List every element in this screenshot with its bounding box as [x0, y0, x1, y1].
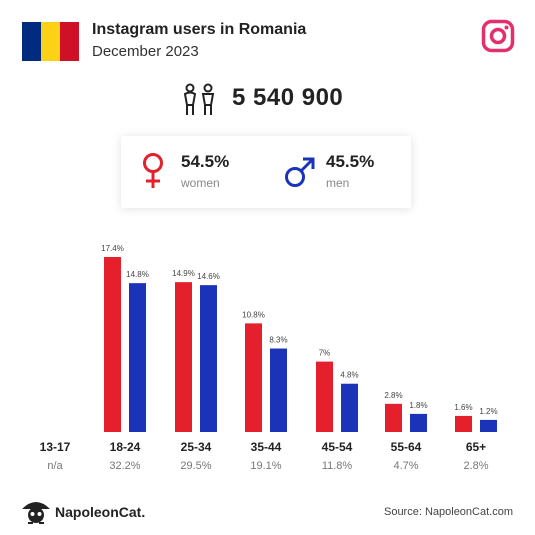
bar-women	[316, 361, 333, 432]
bar-value-label: 8.3%	[269, 336, 287, 345]
bar-value-label: 14.9%	[172, 269, 195, 278]
bar-men	[270, 348, 287, 432]
men-percentage: 45.5%	[326, 152, 375, 171]
page-subtitle: December 2023	[92, 43, 199, 60]
flag-stripe-red	[60, 22, 79, 61]
source-text: Source: NapoleonCat.com	[383, 506, 513, 518]
bar-men	[480, 419, 497, 432]
romania-flag-icon	[22, 22, 79, 61]
category-total-label: 29.5%	[180, 460, 211, 472]
brand-name: NapoleonCat.	[55, 504, 146, 520]
x-tick-label: 18-24	[110, 440, 141, 454]
bar-women	[104, 257, 121, 432]
bar-value-label: 1.6%	[454, 403, 472, 412]
bar-women	[245, 323, 262, 432]
bar-value-label: 7%	[319, 349, 331, 358]
x-tick-label: 55-64	[391, 440, 422, 454]
bar-women	[455, 415, 472, 432]
male-icon	[285, 157, 315, 187]
age-gender-bar-chart: 13-17 n/a 17.4% 14.8% 18-24 32.2% 14.9% 14.6% 25…	[40, 244, 498, 472]
men-label: men	[326, 176, 350, 190]
bar-value-label: 10.8%	[242, 310, 265, 319]
bar-value-label: 4.8%	[340, 371, 358, 380]
category-total-label: 19.1%	[250, 460, 281, 472]
bar-value-label: 14.8%	[126, 270, 149, 279]
category-total-label: 32.2%	[109, 460, 140, 472]
bar-men	[341, 383, 358, 432]
bar-men	[129, 283, 146, 432]
bar-value-label: 1.2%	[479, 407, 497, 416]
bar-value-label: 14.6%	[197, 272, 220, 281]
napoleoncat-logo-icon	[22, 502, 50, 524]
x-tick-label: 45-54	[322, 440, 353, 454]
total-users-value: 5 540 900	[232, 84, 344, 111]
x-tick-label: 13-17	[40, 440, 71, 454]
x-tick-label: 65+	[466, 440, 486, 454]
bar-men	[410, 413, 427, 432]
bar-value-label: 1.8%	[409, 401, 427, 410]
women-percentage: 54.5%	[181, 152, 230, 171]
bar-women	[385, 403, 402, 432]
female-icon	[143, 153, 163, 188]
gender-split-card: 54.5% women 45.5% men	[121, 136, 411, 208]
women-label: women	[181, 176, 220, 190]
page-title: Instagram users in Romania	[92, 21, 307, 38]
bar-women	[175, 282, 192, 432]
category-total-label: 4.7%	[393, 460, 418, 472]
category-total-label: 2.8%	[463, 460, 488, 472]
instagram-icon	[481, 19, 515, 53]
category-total-label: 11.8%	[322, 460, 353, 472]
bar-value-label: 2.8%	[384, 391, 402, 400]
bar-value-label: 17.4%	[101, 244, 124, 253]
flag-stripe-blue	[22, 22, 41, 61]
bar-men	[200, 285, 217, 432]
users-icon	[183, 83, 215, 115]
flag-stripe-yellow	[41, 22, 60, 61]
x-tick-label: 35-44	[251, 440, 282, 454]
x-tick-label: 25-34	[181, 440, 212, 454]
category-total-label: n/a	[47, 460, 63, 472]
